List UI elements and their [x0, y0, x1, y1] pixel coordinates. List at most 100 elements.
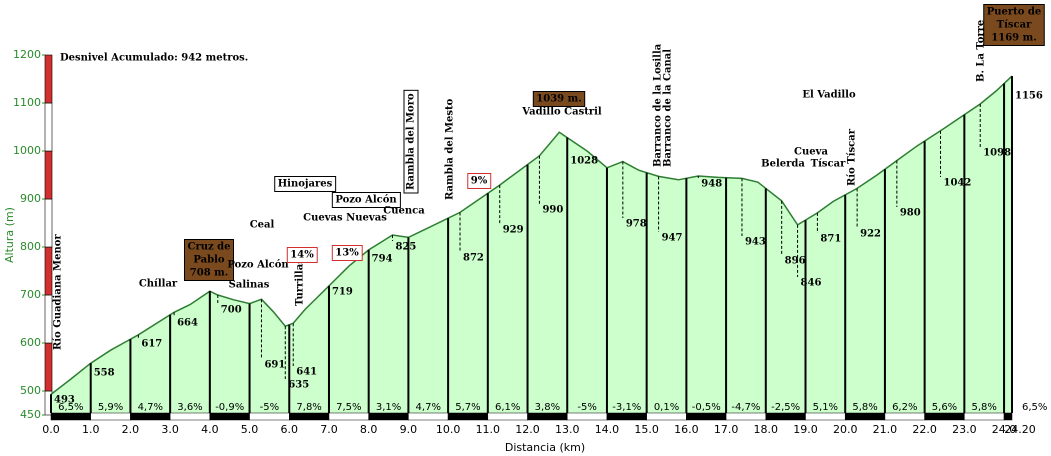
place: Cueva: [794, 147, 828, 158]
place-label: 1169 m.: [991, 33, 1036, 44]
x-tick-label: 15.0: [634, 423, 659, 436]
gradient-label: 6,1%: [495, 402, 520, 413]
place-label: Cueva: [794, 147, 828, 158]
place: Turrillas: [295, 258, 306, 306]
place: Cruz de Pablo 708 m.: [183, 239, 235, 281]
x-axis-title: Distancia (km): [505, 441, 585, 454]
place: B. La Torre: [976, 20, 987, 82]
spot-height-label: 846: [801, 278, 822, 289]
place-label: Barranco de la Canal: [663, 49, 674, 167]
place: Belerda: [761, 159, 805, 170]
gradient-label: 5,9%: [98, 402, 123, 413]
place-label: Turrillas: [295, 258, 306, 306]
x-tick-label: 10.0: [436, 423, 461, 436]
x-tick-label: 16.0: [674, 423, 699, 436]
gradient-label: 6,5%: [58, 402, 83, 413]
place-label: Vadillo Castril: [521, 107, 602, 118]
spot-height-label: 825: [396, 242, 417, 253]
place-label: Río Guadiana Menor: [53, 234, 64, 350]
x-tick-label: 9.0: [400, 423, 418, 436]
km-strip: [686, 412, 727, 421]
x-tick-label: 12.0: [515, 423, 540, 436]
gradient-label: -4,7%: [731, 402, 760, 413]
place-label: Puerto de: [987, 7, 1042, 18]
spot-height-label: 635: [288, 380, 309, 391]
x-tick-label: 11.0: [476, 423, 501, 436]
y-tick-label: 1000: [13, 144, 41, 157]
place: 13%: [331, 245, 363, 261]
place-label: Chíllar: [139, 279, 178, 290]
profile-line: [50, 75, 1013, 395]
place-label: B. La Torre: [976, 20, 987, 82]
gradient-label: -2,5%: [771, 402, 800, 413]
place-label: Pozo Alcón: [227, 260, 289, 271]
annotation: Desnivel Acumulado: 942 metros.: [60, 53, 248, 64]
place: Río Tíscar: [847, 128, 858, 186]
place-label: Tíscar: [997, 20, 1032, 31]
place-label: Ceal: [250, 220, 275, 231]
place-box: [286, 247, 318, 263]
place: Chíllar: [139, 279, 178, 290]
x-tick-label: 4.0: [201, 423, 219, 436]
spot-height-label: 896: [785, 256, 806, 267]
profile-area: [51, 76, 1012, 415]
place: Pozo Alcón: [227, 260, 289, 271]
spot-height-label: 664: [177, 318, 198, 329]
km-strip: [487, 412, 528, 421]
x-tick-label: 5.0: [241, 423, 259, 436]
km-strip: [765, 412, 806, 421]
y-tick-label: 500: [20, 384, 41, 397]
spot-height-label: 1098: [983, 148, 1011, 159]
place-label: Hinojares: [278, 179, 333, 190]
km-strip: [566, 412, 608, 421]
x-tick-label: 17.0: [714, 423, 739, 436]
x-tick-label: 13.0: [555, 423, 580, 436]
gradient-label: 4,7%: [416, 402, 441, 413]
place-box: [532, 91, 586, 107]
gradient-label: 5,7%: [455, 402, 480, 413]
gradient-label: 7,8%: [296, 402, 321, 413]
ruler-band: [44, 150, 53, 200]
place-label: Tíscar: [811, 159, 846, 170]
gradient-label: -5%: [260, 402, 279, 413]
km-strip: [844, 412, 886, 421]
spot-height-label: 1028: [570, 156, 598, 167]
spot-height-label: 1156: [1015, 91, 1043, 102]
x-tick-label: 7.0: [320, 423, 338, 436]
x-tick-label: 14.0: [595, 423, 620, 436]
gradient-label: 4,7%: [138, 402, 163, 413]
spot-height-label: 700: [221, 305, 242, 316]
spot-height-label: 980: [900, 208, 921, 219]
gradient-label: -3,1%: [612, 402, 641, 413]
gradient-label: 0,1%: [654, 402, 679, 413]
spot-height-label: 1042: [944, 178, 972, 189]
x-tick-label: 22.0: [912, 423, 937, 436]
gradient-label: 6,2%: [892, 402, 917, 413]
y-tick-label: 900: [20, 192, 41, 205]
place-label: El Vadillo: [802, 90, 856, 101]
spot-height-label: 922: [860, 229, 881, 240]
km-strip: [646, 412, 687, 421]
gradient-label: 5,8%: [971, 402, 996, 413]
gradient-label: 6,5%: [1022, 402, 1047, 413]
km-strip: [606, 412, 647, 421]
place-label: Cuevas Nuevas: [303, 213, 387, 224]
place: Cuevas Nuevas: [303, 213, 387, 224]
x-tick-label: 18.0: [754, 423, 779, 436]
y-tick-label: 1200: [13, 48, 41, 61]
ruler-band: [44, 294, 53, 344]
spot-height-label: 719: [332, 287, 353, 298]
y-axis-title: Altura (m): [3, 207, 16, 263]
km-strip: [328, 412, 369, 421]
spot-height-label: 794: [372, 254, 393, 265]
place: Río Guadiana Menor: [53, 234, 64, 350]
place-label: Río Tíscar: [847, 128, 858, 186]
y-tick-label: 800: [20, 240, 41, 253]
km-strip: [130, 412, 171, 421]
x-tick-label: 6.0: [281, 423, 299, 436]
place-label: Salinas: [229, 280, 270, 291]
gradient-label: 5,6%: [932, 402, 957, 413]
km-strip: [289, 412, 330, 421]
spot-height-label: 947: [662, 233, 683, 244]
